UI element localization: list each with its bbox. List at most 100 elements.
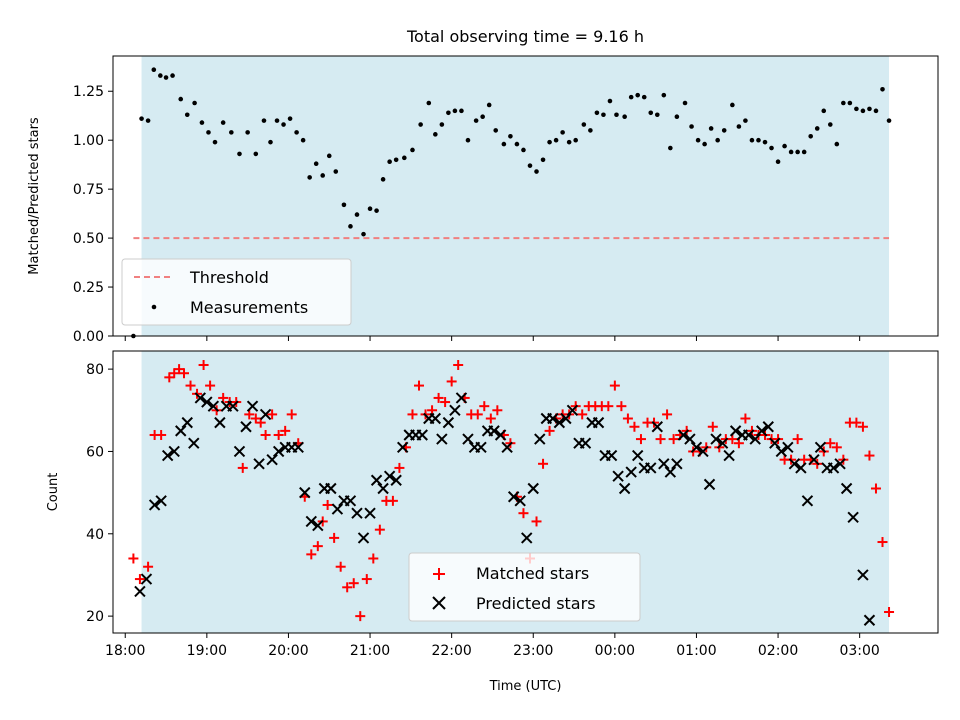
measurement-point	[708, 126, 714, 131]
predicted-star-point	[527, 482, 539, 495]
predicted-star-point	[553, 416, 566, 429]
predicted-star-point	[168, 445, 180, 458]
measurement-point	[341, 202, 347, 208]
ratio-axes-frame	[112, 55, 939, 337]
matched-star-point	[727, 434, 738, 445]
ratio-y-axis-label: Matched/Predicted stars	[27, 117, 42, 275]
measurement-point	[682, 100, 688, 106]
measurement-point	[854, 106, 859, 112]
predicted-star-point	[618, 482, 631, 495]
predicted-star-point	[188, 437, 200, 449]
predicted-star-point	[840, 482, 853, 495]
predicted-star-point	[396, 441, 409, 454]
count-y-axis-label: Count	[46, 473, 61, 512]
predicted-star-point	[847, 511, 859, 524]
measurement-point	[380, 177, 386, 182]
measurement-point	[628, 94, 634, 100]
matched-star-point	[368, 553, 379, 564]
matched-star-point	[342, 582, 353, 593]
measurement-point	[480, 114, 485, 119]
measurement-point	[287, 116, 293, 121]
y-tick-label: 40	[86, 527, 104, 543]
matched-star-point	[531, 516, 542, 527]
predicted-star-point	[134, 585, 146, 598]
measurement-point	[521, 147, 526, 153]
matched-star-point	[877, 537, 888, 548]
measurement-point	[237, 151, 242, 157]
predicted-star-point	[795, 462, 807, 474]
measurement-point	[459, 108, 464, 114]
matched-star-point	[198, 359, 209, 370]
matched-star-point	[335, 561, 346, 572]
measurement-point	[300, 137, 306, 143]
matched-star-point	[237, 462, 248, 473]
measurement-point	[743, 118, 748, 123]
predicted-star-point	[455, 392, 468, 404]
measurement-point	[374, 208, 379, 213]
measurement-point	[674, 114, 680, 119]
predicted-star-point	[775, 445, 788, 458]
predicted-star-point	[514, 495, 526, 507]
predicted-star-point	[351, 507, 363, 519]
predicted-star-point	[259, 408, 272, 421]
predicted-star-point	[664, 466, 677, 478]
matched-star-point	[707, 421, 718, 432]
matched-star-point	[329, 532, 340, 543]
predicted-star-point	[140, 573, 153, 585]
measurement-point	[547, 139, 552, 145]
predicted-star-point	[312, 519, 324, 532]
matched-star-point	[857, 421, 868, 432]
predicted-star-point	[605, 449, 618, 462]
measurement-point	[880, 86, 885, 92]
matched-star-point	[446, 376, 457, 387]
y-tick-label: 0.75	[73, 182, 104, 198]
measurement-point	[721, 128, 727, 133]
measurement-point	[320, 173, 326, 178]
matched-star-point	[825, 438, 836, 449]
matched-star-point	[244, 409, 255, 420]
predicted-star-point	[292, 441, 304, 454]
predicted-star-point	[416, 429, 428, 441]
measurement-point	[387, 159, 392, 165]
predicted-star-point	[181, 416, 193, 429]
predicted-star-point	[148, 499, 161, 511]
matched-star-point	[143, 561, 154, 572]
measurement-point	[348, 224, 353, 229]
measurement-point	[361, 231, 366, 237]
measurement-point	[661, 92, 667, 98]
measurement-point	[145, 118, 151, 123]
predicted-star-point	[857, 569, 869, 581]
x-tick-label: 02:00	[758, 643, 798, 659]
predicted-star-point	[266, 453, 278, 466]
predicted-star-point	[723, 449, 735, 462]
legend-label-predicted: Predicted stars	[476, 594, 596, 613]
matched-legend-swatch	[433, 568, 445, 580]
predicted-star-point	[161, 449, 174, 462]
measurement-point	[410, 147, 415, 153]
measurement-point	[689, 124, 694, 129]
y-tick-label: 1.00	[73, 133, 104, 149]
matched-star-point	[635, 434, 646, 445]
predicted-star-point	[475, 441, 487, 454]
predicted-star-point	[246, 400, 259, 412]
measurements-legend-swatch	[151, 304, 157, 310]
measurement-point	[307, 175, 312, 180]
matched-star-point	[740, 413, 751, 424]
predicted-star-point	[808, 453, 820, 466]
measurement-point	[313, 161, 319, 166]
measurement-point	[614, 112, 619, 118]
matched-star-point	[306, 549, 317, 560]
matched-star-point	[156, 429, 167, 440]
measurement-point	[534, 169, 539, 174]
x-tick-label: 22:00	[431, 643, 471, 659]
measurement-point	[508, 133, 513, 139]
measurement-point	[178, 96, 184, 102]
matched-star-point	[831, 442, 842, 453]
predicted-star-point	[494, 429, 507, 441]
predicted-star-point	[625, 466, 637, 478]
measurement-point	[433, 132, 438, 137]
predicted-star-point	[436, 433, 448, 445]
matched-star-point	[128, 553, 139, 564]
predicted-star-point	[383, 470, 396, 482]
predicted-star-point	[560, 412, 572, 425]
